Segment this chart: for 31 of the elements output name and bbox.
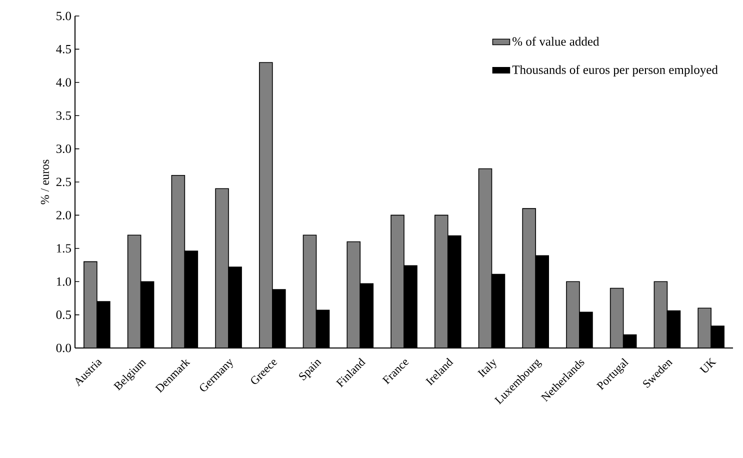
y-tick-label: 3.0 [56, 144, 72, 154]
y-tick-label: 1.0 [56, 277, 72, 286]
bar [259, 62, 273, 348]
y-axis-title: % / euros [40, 160, 50, 204]
y-tick-label: 0.0 [56, 344, 72, 352]
bar [215, 188, 229, 348]
y-tick-label: 2.5 [56, 178, 71, 186]
y-tick-label: 1.5 [56, 244, 71, 253]
y-tick-label: 0.5 [56, 310, 71, 320]
bar [434, 214, 448, 348]
bar [84, 261, 98, 348]
bar [128, 235, 141, 348]
bar [698, 308, 712, 348]
bar [654, 281, 668, 348]
bar [566, 281, 580, 348]
x-tick-label: Italy [477, 359, 496, 378]
y-tick-label: 4.0 [56, 78, 72, 87]
bar [610, 288, 624, 348]
bar [171, 174, 186, 348]
bar [346, 241, 361, 348]
y-tick-label: 4.5 [56, 44, 71, 54]
x-tick-label: UK [699, 358, 716, 373]
y-tick-label: 3.5 [56, 111, 71, 120]
y-tick-label: 5.0 [56, 12, 72, 20]
bar [390, 214, 404, 348]
bar [522, 208, 536, 348]
legend-label: % of value added [512, 36, 600, 46]
bar [302, 234, 317, 348]
y-tick-label: 2.0 [56, 210, 72, 220]
bar [478, 168, 492, 348]
legend-label: Thousands of euros per person employed [512, 65, 718, 77]
